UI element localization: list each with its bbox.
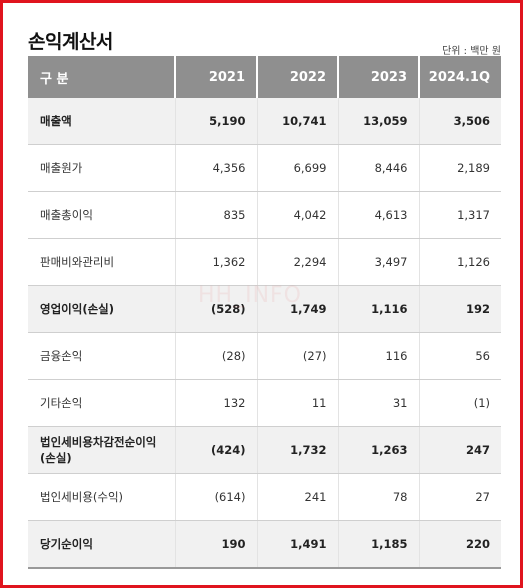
row-label: 기타손익: [28, 379, 175, 427]
value-cell: (28): [174, 332, 257, 380]
header-cell: 2023: [337, 56, 419, 98]
row-label: 금융손익: [28, 332, 175, 380]
value-cell: 1,749: [256, 285, 338, 333]
table-row: 법인세비용차감전순이익 (손실) (424) 1,732 1,263 247: [28, 426, 501, 474]
value-cell: 3,497: [337, 238, 419, 286]
unit-label: 단위 : 백만 원: [442, 46, 501, 57]
value-cell: 1,732: [256, 426, 338, 474]
value-cell: 2,294: [256, 238, 338, 286]
value-cell: 132: [174, 379, 257, 427]
header-cell: 2021: [174, 56, 257, 98]
value-cell: (424): [174, 426, 257, 474]
table-body: 매출액 5,190 10,741 13,059 3,506 매출원가 4,356 6,699 8…: [28, 98, 501, 569]
table-row: 법인세비용(수익) (614) 241 78 27: [28, 473, 501, 521]
value-cell: 1,116: [337, 285, 419, 333]
watermark: HH_INFO: [198, 283, 303, 308]
row-label: 당기순이익: [28, 520, 175, 569]
value-cell: 116: [337, 332, 419, 380]
row-label: 법인세비용(수익): [28, 473, 175, 521]
table-row: 판매비와관리비 1,362 2,294 3,497 1,126: [28, 238, 501, 286]
title: 손익계산서: [28, 31, 113, 53]
table-row: 영업이익(손실) (528) 1,749 1,116 192: [28, 285, 501, 333]
value-cell: 27: [418, 473, 501, 521]
value-cell: 4,613: [337, 191, 419, 239]
value-cell: 1,126: [418, 238, 501, 286]
value-cell: 10,741: [256, 98, 338, 145]
value-cell: 247: [418, 426, 501, 474]
value-cell: 3,506: [418, 98, 501, 145]
value-cell: 6,699: [256, 144, 338, 192]
value-cell: 78: [337, 473, 419, 521]
value-cell: (614): [174, 473, 257, 521]
value-cell: (528): [174, 285, 257, 333]
value-cell: 190: [174, 520, 257, 569]
value-cell: 2,189: [418, 144, 501, 192]
row-label: 매출총이익: [28, 191, 175, 239]
row-label: 법인세비용차감전순이익 (손실): [28, 426, 175, 474]
value-cell: 241: [256, 473, 338, 521]
value-cell: 1,263: [337, 426, 419, 474]
value-cell: 13,059: [337, 98, 419, 145]
value-cell: 4,042: [256, 191, 338, 239]
header-cell: 2022: [256, 56, 338, 98]
value-cell: 5,190: [174, 98, 257, 145]
value-cell: (1): [418, 379, 501, 427]
header-cell: 구 분: [28, 56, 175, 98]
value-cell: 1,362: [174, 238, 257, 286]
row-label: 매출액: [28, 98, 175, 145]
value-cell: 220: [418, 520, 501, 569]
value-cell: 11: [256, 379, 338, 427]
table-row: 당기순이익 190 1,491 1,185 220: [28, 520, 501, 569]
value-cell: 1,317: [418, 191, 501, 239]
value-cell: 8,446: [337, 144, 419, 192]
row-label: 판매비와관리비: [28, 238, 175, 286]
value-cell: 192: [418, 285, 501, 333]
income-table: 구 분 2021 2022 2023 2024.1Q 매출액 5,190 10,741 13,…: [28, 56, 501, 569]
row-label: 영업이익(손실): [28, 285, 175, 333]
header-cell: 2024.1Q: [418, 56, 501, 98]
table-row: 기타손익 132 11 31 (1): [28, 379, 501, 427]
value-cell: 4,356: [174, 144, 257, 192]
value-cell: 56: [418, 332, 501, 380]
table-row: 매출액 5,190 10,741 13,059 3,506: [28, 98, 501, 145]
value-cell: 1,491: [256, 520, 338, 569]
header-row: 구 분 2021 2022 2023 2024.1Q: [28, 56, 501, 98]
row-label: 매출원가: [28, 144, 175, 192]
table-row: 매출원가 4,356 6,699 8,446 2,189: [28, 144, 501, 192]
value-cell: 1,185: [337, 520, 419, 569]
value-cell: (27): [256, 332, 338, 380]
value-cell: 835: [174, 191, 257, 239]
table-row: 금융손익 (28) (27) 116 56: [28, 332, 501, 380]
value-cell: 31: [337, 379, 419, 427]
table-row: 매출총이익 835 4,042 4,613 1,317: [28, 191, 501, 239]
